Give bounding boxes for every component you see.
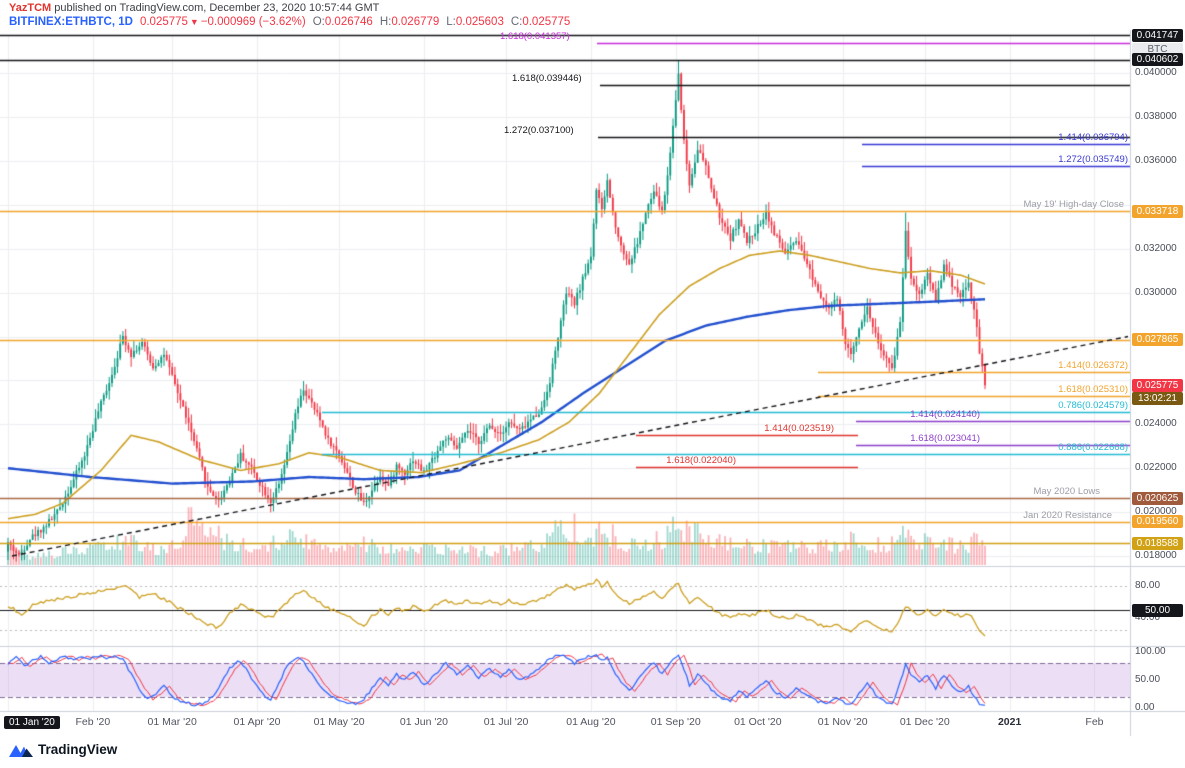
symbol-line: BITFINEX:ETHBTC, 1D 0.025775 ▼ −0.000969 (−… xyxy=(9,16,570,28)
open-value: 0.026746 xyxy=(324,16,373,28)
author-name: YazTCM xyxy=(9,2,52,14)
last-price: 0.025775 xyxy=(139,16,188,28)
chart-header: YazTCM published on TradingView.com, Dec… xyxy=(0,0,1185,33)
byline: YazTCM published on TradingView.com, Dec… xyxy=(9,2,379,14)
tradingview-wordmark: TradingView xyxy=(38,742,118,757)
open-label: O: xyxy=(312,16,325,28)
high-value: 0.026779 xyxy=(391,16,440,28)
close-value: 0.025775 xyxy=(522,16,571,28)
time-scale[interactable] xyxy=(0,712,1130,736)
price-change: −0.000969 (−3.62%) xyxy=(200,16,306,28)
price-scale[interactable] xyxy=(1131,36,1185,712)
tradingview-mountain-icon xyxy=(9,745,33,757)
close-label: C: xyxy=(510,16,523,28)
low-label: L: xyxy=(446,16,456,28)
page-footer: TradingView xyxy=(0,737,1185,768)
high-label: H: xyxy=(379,16,392,28)
low-value: 0.025603 xyxy=(455,16,504,28)
symbol-title: BITFINEX:ETHBTC, 1D xyxy=(9,16,133,28)
down-arrow-icon: ▼ xyxy=(189,17,199,27)
publish-info: published on TradingView.com, December 2… xyxy=(51,2,380,14)
tradingview-logo[interactable]: TradingView xyxy=(9,742,117,757)
